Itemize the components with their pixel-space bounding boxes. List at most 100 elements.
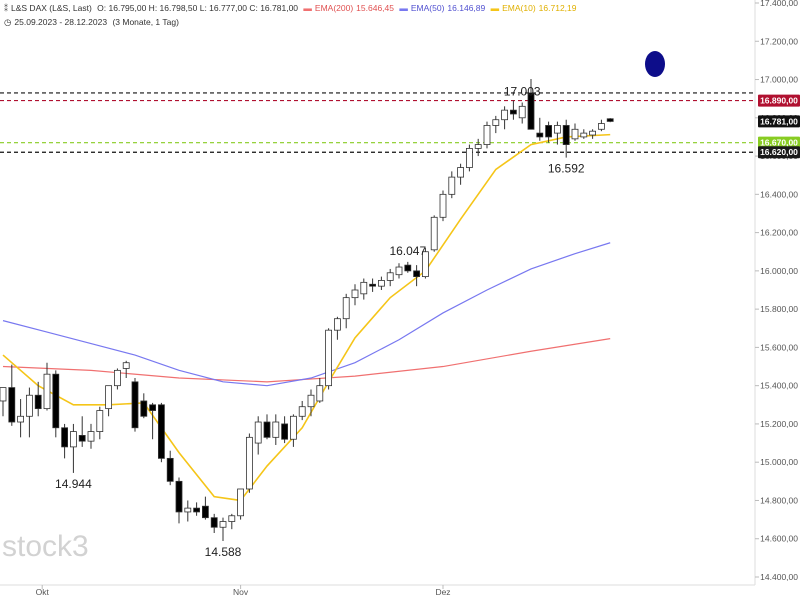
candle-body bbox=[598, 123, 605, 130]
candle-body bbox=[325, 329, 333, 387]
candle-body bbox=[254, 421, 262, 444]
y-tick-label: 14.600,00 bbox=[760, 534, 798, 544]
date-range: 25.09.2023 - 28.12.2023 bbox=[14, 17, 108, 27]
candle-body bbox=[61, 427, 68, 448]
candle-body bbox=[377, 280, 385, 287]
price-tag-label: 16.670,00 bbox=[760, 138, 798, 148]
candle-body bbox=[122, 362, 130, 369]
candle-body bbox=[140, 400, 148, 417]
candle-body bbox=[536, 132, 544, 138]
candle-body bbox=[96, 410, 104, 432]
candle-body bbox=[34, 394, 42, 410]
period-label: (3 Monate, 1 Tag) bbox=[112, 17, 179, 27]
y-tick-label: 17.400,00 bbox=[760, 0, 798, 8]
price-annotation: 14.944 bbox=[55, 477, 92, 491]
candle-body bbox=[360, 281, 368, 295]
ema200-legend-value: 15.646,45 bbox=[356, 3, 394, 13]
candle-body bbox=[272, 421, 280, 438]
candle-body bbox=[131, 381, 139, 429]
candle-body bbox=[0, 387, 7, 402]
candle-body bbox=[413, 270, 421, 278]
candle-body bbox=[509, 109, 517, 115]
y-tick-label: 16.200,00 bbox=[760, 228, 798, 238]
candle-body bbox=[333, 318, 341, 331]
candle-body bbox=[157, 404, 165, 459]
candle-body bbox=[518, 105, 526, 119]
ema-line-ema50 bbox=[2, 242, 611, 387]
candle-body bbox=[342, 297, 350, 320]
ema-line-ema200 bbox=[2, 338, 611, 383]
event-marker-circle[interactable] bbox=[645, 51, 665, 77]
candle-body bbox=[114, 369, 121, 387]
price-annotation: 17.003 bbox=[504, 84, 541, 98]
candle-body bbox=[166, 457, 174, 482]
y-tick-label: 17.200,00 bbox=[760, 36, 798, 46]
chart-icon: ⁑ bbox=[4, 4, 8, 13]
candle-body bbox=[430, 216, 438, 251]
candle-body bbox=[404, 264, 412, 272]
candle-body bbox=[263, 421, 271, 438]
candle-body bbox=[369, 283, 377, 287]
x-tick-label: Okt bbox=[36, 587, 50, 597]
candle-body bbox=[78, 435, 86, 442]
candle-body bbox=[527, 92, 535, 130]
candle-body bbox=[184, 507, 192, 513]
candle-body bbox=[52, 373, 60, 429]
candle-body bbox=[8, 387, 16, 423]
y-tick-label: 16.400,00 bbox=[760, 189, 798, 199]
price-tag-label: 16.620,00 bbox=[760, 147, 798, 157]
y-tick-label: 15.800,00 bbox=[760, 304, 798, 314]
instrument-name: L&S DAX (L&S, Last) bbox=[11, 3, 92, 13]
y-tick-label: 15.200,00 bbox=[760, 419, 798, 429]
ema200-legend-label: EMA(200) bbox=[314, 3, 354, 13]
price-tag-bg bbox=[758, 146, 800, 159]
ema50-legend-dash: ▬ bbox=[399, 3, 408, 13]
candle-body bbox=[228, 515, 236, 522]
price-annotation: 16.047 bbox=[389, 244, 426, 258]
candle-body bbox=[554, 125, 561, 134]
y-tick-label: 15.000,00 bbox=[760, 457, 798, 467]
stock3-watermark: stock3 bbox=[2, 530, 89, 563]
candle-body bbox=[457, 167, 465, 178]
x-tick-label: Dez bbox=[435, 587, 450, 597]
y-tick-label: 15.400,00 bbox=[760, 381, 798, 391]
candle-body bbox=[483, 125, 491, 145]
ema-line-ema10 bbox=[2, 133, 611, 502]
candle-body bbox=[571, 128, 579, 140]
candle-body bbox=[245, 436, 253, 490]
candle-body bbox=[580, 132, 588, 138]
y-tick-label: 14.400,00 bbox=[760, 572, 798, 582]
candle-body bbox=[474, 144, 482, 149]
candle-body bbox=[281, 423, 289, 440]
y-tick-label: 15.600,00 bbox=[760, 342, 798, 352]
candle-body bbox=[589, 130, 596, 136]
y-tick-label: 16.000,00 bbox=[760, 266, 798, 276]
candle-body bbox=[501, 109, 509, 121]
candle-body bbox=[421, 251, 429, 278]
price-tag-label: 16.890,00 bbox=[760, 96, 798, 106]
candle-body bbox=[149, 404, 157, 411]
x-tick-label: Nov bbox=[233, 587, 249, 597]
candle-body bbox=[298, 406, 306, 417]
ema50-legend-value: 16.146,89 bbox=[447, 3, 486, 13]
clock-icon: ◷ bbox=[4, 17, 12, 27]
candle-body bbox=[492, 119, 500, 126]
candle-body bbox=[316, 385, 324, 402]
candle-body bbox=[105, 385, 112, 410]
candle-body bbox=[210, 517, 218, 528]
ohlc-values: O: 16.795,00 H: 16.798,50 L: 16.777,00 C… bbox=[97, 3, 299, 13]
price-tag-label: 16.781,00 bbox=[760, 116, 798, 126]
ema10-legend-label: EMA(10) bbox=[502, 3, 536, 13]
y-tick-label: 14.800,00 bbox=[760, 495, 798, 505]
ema10-legend-value: 16.712,19 bbox=[538, 3, 577, 13]
candle-body bbox=[219, 521, 227, 528]
candle-body bbox=[70, 431, 77, 448]
price-tag-bg bbox=[758, 115, 800, 128]
candle-body bbox=[193, 507, 201, 513]
candle-body bbox=[562, 125, 570, 145]
candle-body bbox=[545, 125, 552, 138]
price-tag-bg bbox=[758, 136, 800, 149]
ema10-legend-dash: ▬ bbox=[490, 3, 500, 13]
candle-body bbox=[386, 272, 394, 281]
